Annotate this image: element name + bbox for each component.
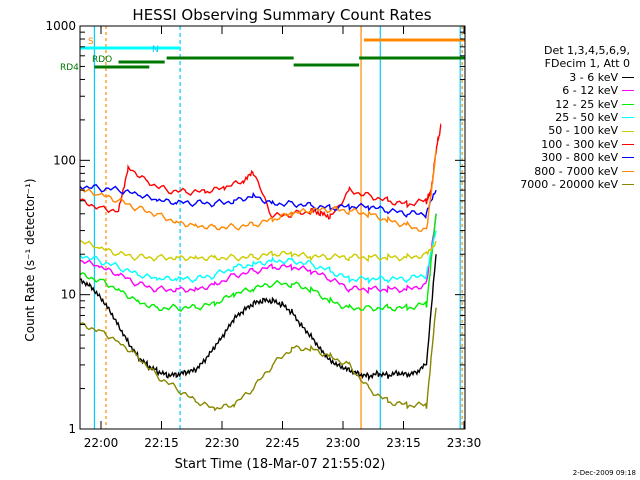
legend-swatch-1 [622, 90, 634, 92]
legend-swatch-4 [622, 130, 634, 132]
legend-label-6: 300 - 800 keV [541, 151, 618, 165]
legend-label-2: 12 - 25 keV [555, 97, 618, 111]
legend-entry-2: 12 - 25 keV [484, 98, 634, 111]
series-line-3 [79, 230, 437, 285]
flag-label-rdo: RDO [92, 55, 112, 65]
legend-entry-3: 25 - 50 keV [484, 111, 634, 124]
x-tick-label-6: 23:30 [447, 436, 482, 450]
legend-label-3: 25 - 50 keV [555, 111, 618, 125]
timestamp: 2-Dec-2009 09:18 [572, 469, 636, 477]
y-tick-label-3: 1000 [45, 19, 76, 33]
series-line-1 [79, 213, 437, 295]
series-line-5 [79, 122, 442, 220]
legend-swatch-7 [622, 170, 634, 172]
legend-entry-6: 300 - 800 keV [484, 151, 634, 164]
overlays: S N RDO RD4 [60, 26, 465, 429]
legend-swatch-3 [622, 117, 634, 119]
x-tick-label-2: 22:30 [205, 436, 240, 450]
legend-label-5: 100 - 300 keV [541, 137, 618, 151]
flag-label-n: N [152, 45, 159, 55]
y-tick-label-0: 1 [68, 422, 76, 436]
legend-entry-8: 7000 - 20000 keV [484, 178, 634, 191]
legend: Det 1,3,4,5,6,9, FDecim 1, Att 0 3 - 6 k… [484, 44, 634, 191]
series-line-2 [79, 213, 437, 312]
plot-frame [79, 25, 466, 430]
legend-label-7: 800 - 7000 keV [534, 164, 618, 178]
x-tick-label-0: 22:00 [84, 436, 119, 450]
y-axis-label: Count Rate (s⁻¹ detector⁻¹) [23, 178, 37, 341]
legend-entry-4: 50 - 100 keV [484, 124, 634, 137]
legend-entry-7: 800 - 7000 keV [484, 165, 634, 178]
series-line-6 [79, 184, 437, 219]
legend-label-4: 50 - 100 keV [548, 124, 618, 138]
flag-label-s: S [88, 37, 94, 47]
series-lines [79, 122, 442, 412]
legend-entry-1: 6 - 12 keV [484, 84, 634, 97]
legend-label-0: 3 - 6 keV [569, 70, 618, 84]
legend-label-1: 6 - 12 keV [562, 84, 618, 98]
x-tick-label-3: 22:45 [265, 436, 300, 450]
legend-swatch-2 [622, 103, 634, 105]
y-tick-label-2: 100 [53, 153, 76, 167]
legend-entry-0: 3 - 6 keV [484, 71, 634, 84]
x-axis-label: Start Time (18-Mar-07 21:55:02) [175, 457, 386, 472]
legend-swatch-6 [622, 157, 634, 159]
y-tick-label-1: 10 [61, 288, 76, 302]
axis-ticks: 22:00 22:15 22:30 22:45 23:00 23:15 23:30 1 10 10… [45, 19, 481, 450]
legend-entries: 3 - 6 keV 6 - 12 keV 12 - 25 keV 25 - 50 ke… [484, 71, 634, 192]
legend-swatch-8 [622, 184, 634, 186]
legend-swatch-0 [622, 77, 634, 79]
x-tick-label-4: 23:00 [326, 436, 361, 450]
chart-title: HESSI Observing Summary Count Rates [132, 6, 431, 24]
legend-swatch-5 [622, 144, 634, 146]
legend-header-1: Det 1,3,4,5,6,9, [543, 44, 630, 57]
series-line-7 [79, 149, 437, 233]
x-tick-label-5: 23:15 [386, 436, 421, 450]
legend-header-2: FDecim 1, Att 0 [544, 57, 630, 71]
legend-label-8: 7000 - 20000 keV [520, 178, 618, 192]
flag-label-rd4: RD4 [60, 63, 79, 73]
series-line-8 [79, 307, 437, 412]
x-tick-label-1: 22:15 [144, 436, 179, 450]
series-line-4 [79, 240, 437, 263]
legend-entry-5: 100 - 300 keV [484, 138, 634, 151]
